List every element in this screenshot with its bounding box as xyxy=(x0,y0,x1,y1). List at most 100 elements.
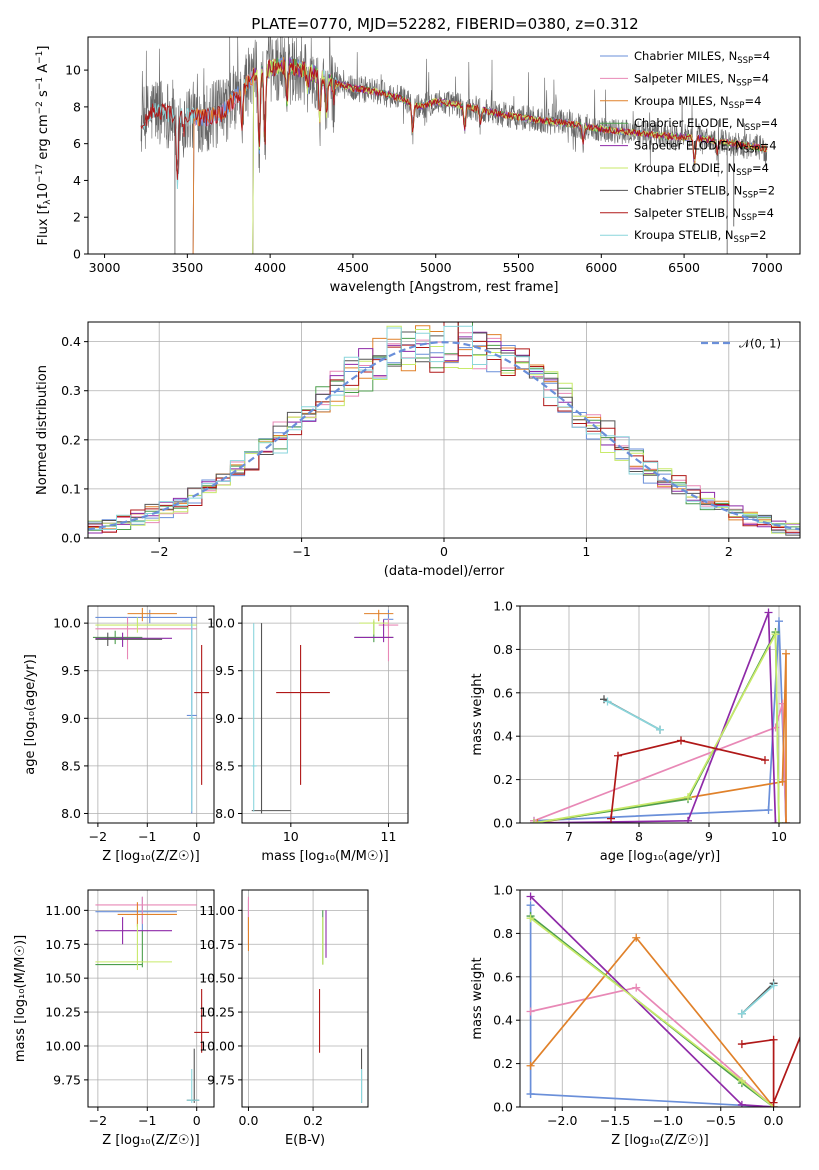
axes: −2.0 −1.5 −1.0 −0.5 0.0 0.0 0.2 0.4 0.6 0.8 1.0 Z [… xyxy=(470,883,801,1148)
weight-line-kroupa-elodie xyxy=(533,630,780,823)
weight-line-salpeter-stelib xyxy=(741,1035,800,1104)
x-tick-label: 5000 xyxy=(420,260,452,275)
x-tick-label: 10 xyxy=(283,829,299,844)
y-tick-label: 0.4 xyxy=(493,729,513,744)
legend-entry: Chabrier ELODIE, NSSP=4 xyxy=(634,116,778,133)
errorbar-point xyxy=(95,632,163,646)
y-tick-label: 8.5 xyxy=(61,758,81,773)
plot-area xyxy=(140,37,768,254)
plot-area xyxy=(251,609,399,814)
y-tick-label: 9.75 xyxy=(207,1072,235,1087)
y-tick-label: 8.5 xyxy=(215,758,235,773)
y-tick-label: 0.1 xyxy=(61,481,81,496)
y-tick-label: 10.0 xyxy=(207,616,235,631)
panel-mass_weight_vs_Z: −2.0 −1.5 −1.0 −0.5 0.0 0.0 0.2 0.4 0.6 0.8 1.0 Z [… xyxy=(470,883,801,1148)
weight-line-kroupa-miles xyxy=(529,936,775,1107)
x-tick-label: −1 xyxy=(138,1113,156,1128)
legend-entry: Salpeter ELODIE, NSSP=4 xyxy=(634,139,777,156)
legend-entry: Chabrier STELIB, NSSP=2 xyxy=(634,183,775,200)
weight-marker xyxy=(771,819,780,823)
axes-frame xyxy=(87,889,215,1108)
plot-area xyxy=(247,896,363,1103)
weight-marker xyxy=(603,697,612,706)
figure-title: PLATE=0770, MJD=52282, FIBERID=0380, z=0… xyxy=(251,15,638,33)
plot-area xyxy=(530,608,790,823)
y-tick-label: 11.00 xyxy=(45,903,81,918)
axes-frame xyxy=(87,36,801,255)
plot-area xyxy=(526,892,800,1107)
errorbar-point xyxy=(92,630,143,645)
legend: 𝒩(0, 1) xyxy=(701,337,781,351)
y-tick-label: 10.00 xyxy=(199,1038,235,1053)
y-axis-label: Normed distribution xyxy=(35,365,50,495)
weight-line-kroupa-stelib xyxy=(741,984,775,1015)
errorbar-point xyxy=(378,618,399,662)
x-tick-label: 11 xyxy=(381,829,397,844)
weight-marker xyxy=(632,983,641,992)
legend-entry: Kroupa ELODIE, NSSP=4 xyxy=(634,161,769,178)
weight-marker xyxy=(533,819,542,823)
spectrum-line-kroupa-elodie xyxy=(252,58,768,254)
panel-age_vs_Z: −2 −1 0 8.0 8.5 9.0 9.5 10.0 Z [log₁₀(Z/Z☉)] age … xyxy=(23,605,215,864)
y-tick-label: 1.0 xyxy=(493,599,513,614)
x-axis-label: Z [log₁₀(Z/Z☉)] xyxy=(611,1133,708,1148)
errorbar-point xyxy=(95,923,172,971)
x-tick-label: 3000 xyxy=(89,260,121,275)
y-tick-label: 10.25 xyxy=(45,1005,81,1020)
plot-area xyxy=(95,896,210,1103)
x-axis-label: Z [log₁₀(Z/Z☉)] xyxy=(102,849,199,864)
errorbar-point xyxy=(194,989,210,1053)
x-tick-label: 0.0 xyxy=(764,1113,784,1128)
x-tick-label: 8 xyxy=(635,829,643,844)
axes-frame xyxy=(519,889,801,1108)
legend-entry: Chabrier MILES, NSSP=4 xyxy=(634,49,770,66)
y-tick-label: 2 xyxy=(73,210,81,225)
errorbar-point xyxy=(194,645,210,785)
weight-marker xyxy=(607,814,615,823)
x-tick-label: 6500 xyxy=(668,260,700,275)
y-axis-label: age [log₁₀(age/yr)] xyxy=(23,654,38,775)
weight-marker xyxy=(769,1098,778,1107)
x-tick-label: 4500 xyxy=(337,260,369,275)
weight-marker xyxy=(775,617,783,626)
y-tick-label: 0.8 xyxy=(493,926,513,941)
x-tick-label: 6000 xyxy=(585,260,617,275)
weight-marker xyxy=(737,1100,746,1107)
panel-residuals: −2 −1 0 1 2 0.0 0.1 0.2 0.3 0.4 (data-model)/error… xyxy=(35,321,801,579)
y-tick-label: 0 xyxy=(73,247,81,262)
weight-marker xyxy=(737,1009,746,1018)
axes: 3000 3500 4000 4500 5000 5500 6000 6500 7000 0 2 4 6… xyxy=(35,36,801,295)
y-tick-label: 1.0 xyxy=(493,883,513,898)
y-axis-label: mass weight xyxy=(470,957,485,1039)
x-tick-label: −2 xyxy=(89,1113,107,1128)
legend-entry: 𝒩(0, 1) xyxy=(739,337,781,351)
errorbar-point xyxy=(276,645,330,785)
axes: −2 −1 0 8.0 8.5 9.0 9.5 10.0 Z [log₁₀(Z/Z☉)] age … xyxy=(23,605,215,864)
y-tick-label: 9.5 xyxy=(215,663,235,678)
legend-entry: Salpeter MILES, NSSP=4 xyxy=(634,71,769,88)
x-tick-label: 5500 xyxy=(503,260,535,275)
legend-entry: Kroupa STELIB, NSSP=2 xyxy=(634,228,766,245)
weight-marker xyxy=(526,1061,535,1070)
weight-marker xyxy=(769,1035,778,1044)
axes: 0.0 0.2 9.75 10.00 10.25 10.50 10.75 11.00 E(B-V… xyxy=(199,889,369,1148)
histogram-kroupa-stelib xyxy=(88,325,800,538)
x-tick-label: 3500 xyxy=(171,260,203,275)
x-axis-label: wavelength [Angstrom, rest frame] xyxy=(330,280,559,295)
weight-line-salpeter-stelib xyxy=(610,739,766,819)
y-tick-label: 0.0 xyxy=(61,531,81,546)
errorbar-point xyxy=(95,617,197,633)
weight-marker xyxy=(737,1076,746,1085)
x-tick-label: 9 xyxy=(705,829,713,844)
axes: 7 8 9 10 0.0 0.2 0.4 0.6 0.8 1.0 age [log₁₀(age/yr… xyxy=(470,599,801,864)
axes: 10 11 8.0 8.5 9.0 9.5 10.0 mass [log₁₀(M/M☉)] xyxy=(207,605,409,864)
y-tick-label: 0.6 xyxy=(493,685,513,700)
y-tick-label: 8.0 xyxy=(215,806,235,821)
y-tick-label: 4 xyxy=(73,173,81,188)
y-tick-label: 11.00 xyxy=(199,903,235,918)
weight-marker xyxy=(677,736,685,745)
panel-mass_vs_ebv: 0.0 0.2 9.75 10.00 10.25 10.50 10.75 11.00 E(B-V… xyxy=(199,889,369,1148)
x-tick-label: 7 xyxy=(565,829,573,844)
